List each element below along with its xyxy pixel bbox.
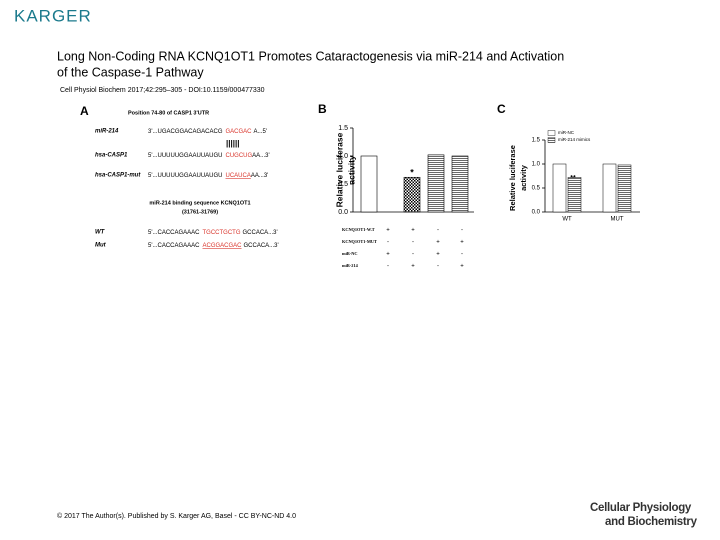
slide-title: of the Caspase-1 Pathway	[57, 65, 204, 79]
row-label: Mut	[95, 243, 107, 249]
row-label: hsa-CASP1-mut	[95, 173, 141, 179]
row-label: miR-214	[95, 129, 119, 135]
panel-label: A	[80, 104, 89, 118]
condition-sign: -	[461, 228, 463, 234]
row-label: hsa-CASP1	[95, 153, 128, 159]
condition-sign: +	[460, 264, 464, 270]
condition-sign: +	[436, 252, 440, 258]
sequence: 5'...UUUUUGGAAUUAUGU CUGCUGAA...3'	[148, 153, 270, 159]
panel-heading: Position 74-80 of CASP1 3'UTR	[128, 110, 209, 116]
bar	[427, 154, 445, 213]
bar	[451, 155, 469, 213]
condition-sign: -	[437, 264, 439, 270]
y-tick-label: 1.0	[338, 153, 348, 160]
publisher-logo: KARGER	[14, 6, 92, 25]
condition-sign: +	[386, 228, 390, 234]
bar	[360, 155, 378, 213]
sequence: 5'...CACCAGAAAC ACGGACGAC GCCACA...3'	[148, 243, 279, 249]
journal-logo: and Biochemistry	[605, 516, 698, 528]
legend-swatch	[547, 137, 556, 143]
legend-swatch	[547, 130, 556, 136]
condition-sign: -	[412, 240, 414, 246]
footer-copyright: © 2017 The Author(s). Published by S. Ka…	[57, 512, 296, 520]
y-axis-label: Relative luciferase	[334, 132, 344, 207]
condition-sign: +	[411, 264, 415, 270]
condition-label: KCNQ1OT1-MUT	[342, 239, 377, 244]
y-axis-label: activity	[519, 164, 528, 191]
condition-label: miR-214	[342, 263, 359, 268]
condition-label: KCNQ1OT1-W.T	[342, 227, 375, 232]
pairing-bars: ||||||	[226, 139, 239, 148]
y-axis-label: activity	[346, 155, 356, 185]
bar	[602, 163, 617, 213]
significance: *	[410, 167, 414, 177]
condition-sign: +	[386, 252, 390, 258]
y-tick-label: 0.5	[338, 181, 348, 188]
y-tick-label: 1.5	[338, 125, 348, 132]
condition-sign: -	[387, 240, 389, 246]
bar	[567, 177, 582, 213]
bar	[403, 176, 421, 213]
sequence: 3'...UGACGGACAGACACG GACGAC A...5'	[148, 129, 267, 135]
journal-logo: Cellular Physiology	[590, 502, 692, 514]
condition-label: miR-NC	[342, 251, 358, 256]
subheading: (31761-31769)	[182, 209, 218, 215]
y-tick-label: 1.5	[532, 138, 541, 144]
bar	[552, 163, 567, 213]
condition-sign: -	[412, 252, 414, 258]
legend-label: miR-214 mimics	[558, 137, 591, 142]
x-tick-label: WT	[562, 217, 572, 223]
condition-sign: -	[461, 252, 463, 258]
subheading: miR-214 binding sequence KCNQ1OT1	[149, 200, 250, 206]
condition-sign: -	[437, 228, 439, 234]
y-axis-label: Relative luciferase	[508, 145, 517, 211]
sequence-rows: miR-214 3'...UGACGGACAGACACG GACGAC A...5'…	[95, 129, 279, 249]
bar	[617, 164, 632, 213]
condition-sign: +	[460, 240, 464, 246]
panel-label: C	[497, 102, 506, 116]
y-tick-label: 0.0	[338, 209, 348, 216]
x-tick-label: MUT	[611, 217, 624, 223]
legend-label: miR-NC	[558, 130, 575, 135]
sequence: 5'...CACCAGAAAC TGCCTGCTG GCCACA...3'	[148, 230, 278, 236]
condition-sign: +	[436, 240, 440, 246]
slide-title: Long Non-Coding RNA KCNQ1OT1 Promotes Ca…	[57, 49, 564, 63]
y-tick-label: 0.0	[532, 210, 541, 216]
y-tick-label: 1.0	[532, 162, 541, 168]
row-label: WT	[95, 230, 106, 236]
y-tick-label: 0.5	[532, 186, 541, 192]
condition-sign: -	[387, 264, 389, 270]
panel-label: B	[318, 102, 327, 116]
sequence: 5'...UUUUUGGAAUUAUGU UCAUCAAA...3'	[148, 173, 268, 179]
citation: Cell Physiol Biochem 2017;42:295–305 - D…	[60, 87, 265, 94]
condition-sign: +	[411, 228, 415, 234]
significance: **	[570, 175, 576, 182]
